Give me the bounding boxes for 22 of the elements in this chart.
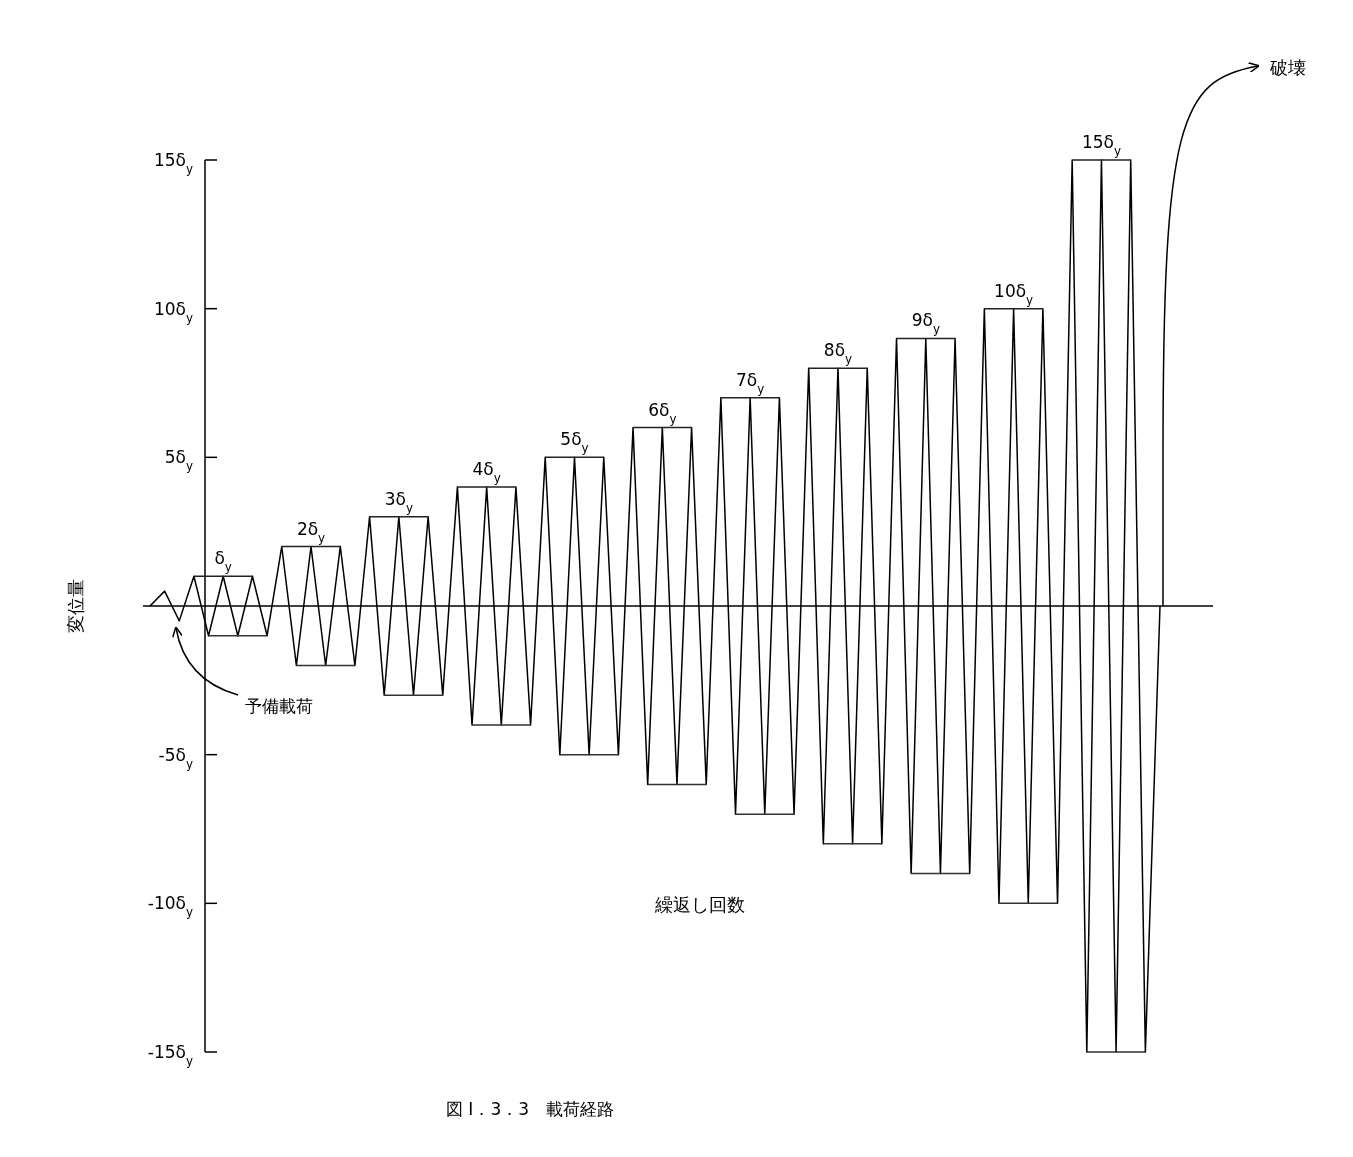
data-label: 5δ$_{y}$ [560, 429, 589, 456]
annotation: 予備載荷 [245, 696, 313, 716]
data-label: 4δ$_{y}$ [472, 459, 501, 486]
data-label: δ$_{y}$ [214, 548, 232, 575]
y-tick-label: -15δ$_{y}$ [147, 1042, 193, 1068]
y-tick-label: 10δ$_{y}$ [153, 298, 193, 325]
data-label: 3δ$_{y}$ [384, 488, 413, 515]
y-axis-title: 変位量 [65, 579, 86, 633]
data-label: 15δ$_{y}$ [1081, 132, 1121, 158]
text: 図 I．3．3 載荷経路 [445, 1099, 615, 1119]
y-tick-label: 5δ$_{y}$ [164, 447, 193, 474]
data-label: 10δ$_{y}$ [994, 280, 1034, 307]
data-label: 2δ$_{y}$ [296, 518, 326, 545]
data-label: 8δ$_{y}$ [823, 340, 853, 367]
text: 破壊 [1269, 57, 1306, 78]
y-tick-label: -10δ$_{y}$ [147, 893, 193, 920]
y-tick-label: 15δ$_{y}$ [153, 150, 193, 176]
x-axis-title: 繰返し回数 [654, 894, 745, 916]
y-tick-label: -5δ$_{y}$ [158, 744, 193, 771]
data-label: 9δ$_{y}$ [911, 310, 940, 337]
data-label: 7δ$_{y}$ [736, 369, 765, 396]
data-label: 6δ$_{y}$ [648, 399, 677, 426]
